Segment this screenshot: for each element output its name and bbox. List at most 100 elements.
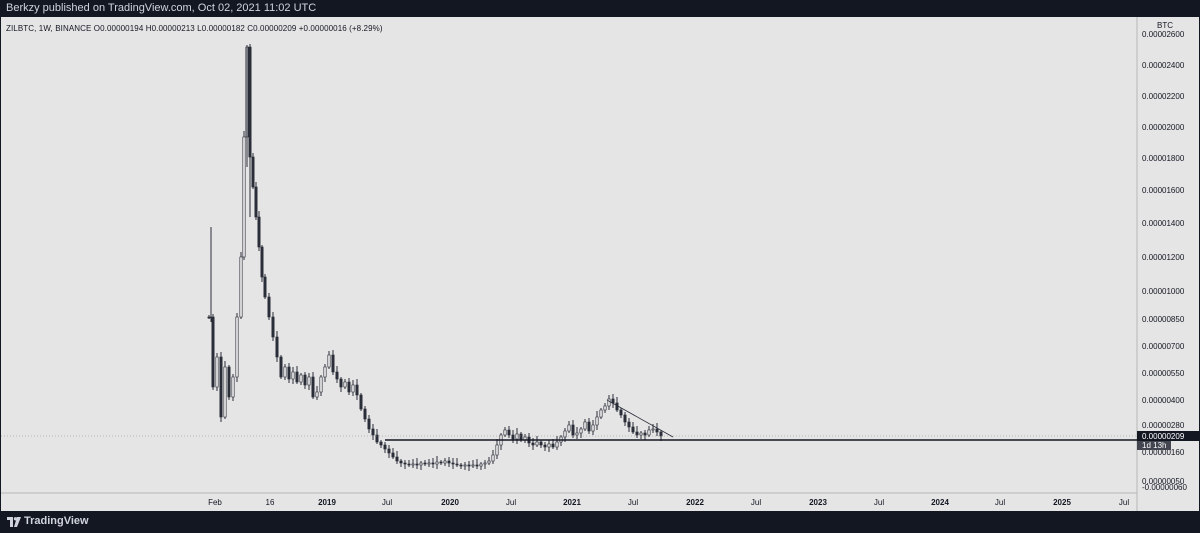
y-tick-label: 0.00001800 — [1142, 154, 1185, 163]
candle-body — [563, 430, 567, 438]
candle-body — [257, 216, 261, 248]
y-tick-label: 0.00000160 — [1142, 448, 1185, 457]
candle-body — [260, 246, 264, 278]
candle-body — [487, 460, 491, 464]
candle-body — [631, 426, 635, 433]
candle-body — [599, 409, 603, 418]
candle-body — [435, 461, 439, 465]
candle-body — [635, 431, 639, 436]
candle-body — [231, 376, 235, 398]
candle-body — [359, 394, 363, 410]
candle-body — [267, 296, 271, 318]
candle-body — [655, 428, 659, 433]
candle-body — [223, 366, 227, 418]
published-header: Berkzy published on TradingView.com, Oct… — [0, 0, 1200, 17]
candle-body — [643, 432, 647, 436]
candle-body — [587, 421, 591, 432]
y-tick-label: 0.00002600 — [1142, 30, 1185, 39]
x-tick-label: 2021 — [563, 498, 581, 507]
candle-body — [343, 381, 347, 388]
candle-body — [519, 433, 523, 441]
candle-body — [331, 354, 335, 373]
candle-body — [439, 461, 443, 464]
candle-body — [419, 462, 423, 466]
candle-body — [443, 460, 447, 464]
candle-body — [319, 376, 323, 393]
candle-body — [291, 371, 295, 380]
candle-body — [651, 428, 655, 431]
candle-body — [287, 366, 291, 380]
candle-body — [239, 256, 243, 318]
candle-body — [295, 371, 299, 383]
candle-body — [335, 371, 339, 380]
y-tick-label: 0.00002400 — [1142, 61, 1185, 70]
candle-body — [575, 432, 579, 436]
candle-body — [543, 444, 547, 448]
candle-body — [299, 374, 303, 383]
x-tick-label: Jul — [628, 498, 638, 507]
candle-body — [407, 463, 411, 466]
candle-body — [411, 463, 415, 466]
candle-body — [227, 366, 231, 398]
candle-body — [623, 414, 627, 423]
candle-body — [415, 463, 419, 466]
candle-body — [647, 429, 651, 436]
y-tick-label: -0.00000060 — [1142, 483, 1187, 492]
x-tick-label: Jul — [506, 498, 516, 507]
candle-body — [254, 186, 258, 218]
y-tick-label: 0.00001000 — [1142, 287, 1185, 296]
candle-body — [571, 424, 575, 436]
candle-body — [427, 462, 431, 465]
y-tick-label: 0.00000050 — [1142, 477, 1185, 486]
candle-body — [551, 443, 555, 448]
candle-body — [251, 156, 255, 188]
chart-area[interactable]: 0.00002600 0.00002400 0.00002200 0.00002000… — [1, 17, 1199, 511]
candle-body — [235, 316, 239, 378]
candle-body — [375, 434, 379, 443]
candle-body — [455, 463, 459, 466]
x-tick-label: Feb — [208, 498, 222, 507]
candle-body — [619, 409, 623, 416]
candle-body — [339, 378, 343, 388]
footer-brand: TradingView — [24, 515, 89, 527]
candle-body — [515, 433, 519, 440]
candle-body — [607, 398, 611, 407]
candle-body — [567, 424, 571, 432]
candle-body — [327, 354, 331, 368]
candle-body — [211, 316, 215, 388]
candle-body — [483, 462, 487, 465]
candle-body — [547, 443, 551, 448]
footer-bar: TradingView — [0, 511, 1200, 533]
candle-body — [491, 454, 495, 462]
candlestick-chart[interactable]: 0.00002600 0.00002400 0.00002200 0.00002000… — [1, 17, 1199, 511]
y-tick-label: 0.00001200 — [1142, 253, 1185, 262]
x-tick-label: 2023 — [809, 498, 827, 507]
candle-body — [307, 376, 311, 386]
candle-body — [627, 421, 631, 428]
candle-body — [303, 374, 307, 386]
candle-body — [479, 463, 483, 467]
candle-body — [387, 448, 391, 454]
candle-body — [351, 384, 355, 393]
y-tick-label: 0.00000280 — [1142, 421, 1185, 430]
candle-body — [463, 464, 467, 467]
candle-body — [531, 442, 535, 446]
x-tick-label: 2020 — [441, 498, 459, 507]
price-label-value: 0.00000209 — [1142, 432, 1185, 441]
candle-body — [511, 434, 515, 440]
candle-body — [591, 424, 595, 432]
candle-body — [399, 460, 403, 464]
countdown-label: 1d 13h — [1142, 441, 1166, 450]
candle-body — [639, 432, 643, 436]
candle-body — [467, 464, 471, 467]
y-tick-label: 0.00000550 — [1142, 369, 1185, 378]
candle-body — [219, 356, 223, 418]
candle-body — [279, 356, 283, 378]
candle-body — [579, 428, 583, 434]
candle-body — [311, 376, 315, 398]
y-tick-label: 0.00001400 — [1142, 219, 1185, 228]
x-tick-label: Jul — [751, 498, 761, 507]
candle-body — [555, 441, 559, 448]
tradingview-logo-icon — [7, 517, 21, 527]
